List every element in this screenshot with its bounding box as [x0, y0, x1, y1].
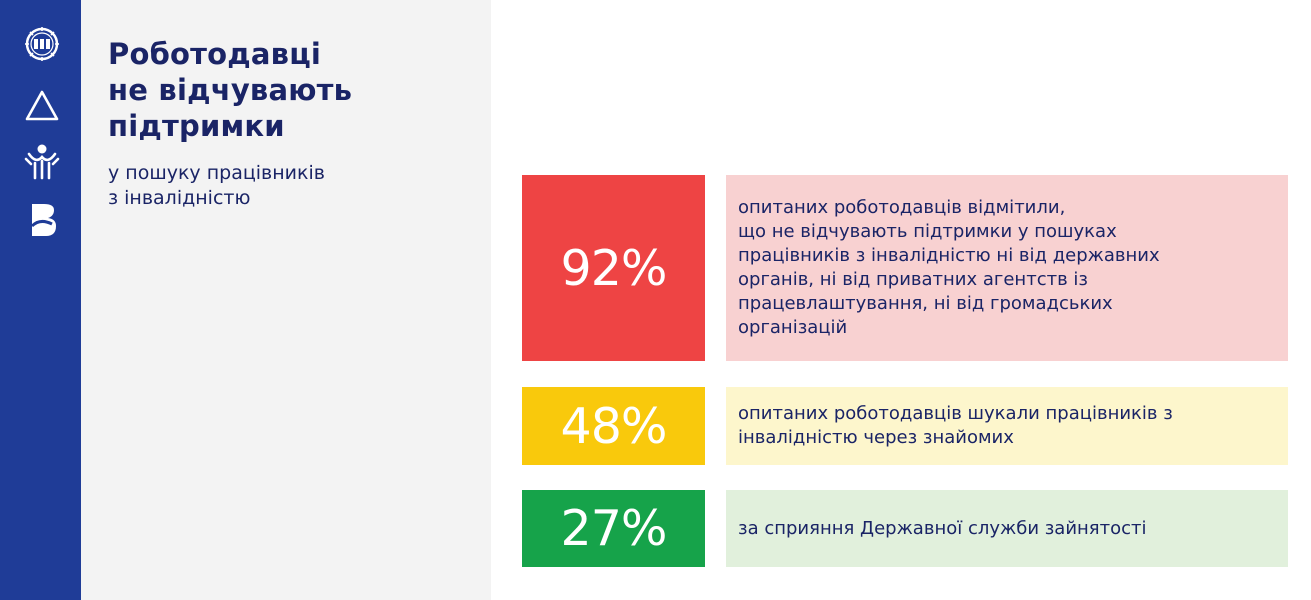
desc-line: що не відчувають підтримки у пошуках	[738, 221, 1117, 242]
ilo-emblem-logo	[20, 24, 64, 64]
desc-line: опитаних роботодавців шукали працівників…	[738, 403, 1173, 424]
stylized-b-logo	[20, 200, 64, 240]
people-figure-logo	[20, 142, 64, 182]
desc-line: органів, ні від приватних агентств із	[738, 269, 1088, 290]
stat-description-27: за сприяння Державної служби зайнятості	[726, 490, 1288, 567]
subtitle-line: з інвалідністю	[108, 187, 251, 209]
title-line: Роботодавці	[108, 37, 322, 71]
page-title: Роботодавці не відчувають підтримки	[108, 36, 352, 144]
stat-value-92: 92%	[522, 175, 705, 361]
desc-line: працевлаштування, ні від громадських	[738, 293, 1113, 314]
title-panel: Роботодавці не відчувають підтримки у по…	[81, 0, 491, 600]
stat-description-text: опитаних роботодавців відмітили, що не в…	[738, 196, 1160, 340]
stat-description-92: опитаних роботодавців відмітили, що не в…	[726, 175, 1288, 361]
stat-description-48: опитаних роботодавців шукали працівників…	[726, 387, 1288, 465]
desc-line: організацій	[738, 317, 848, 338]
desc-line: працівників з інвалідністю ні від держав…	[738, 245, 1160, 266]
stat-value-48: 48%	[522, 387, 705, 465]
desc-line: за сприяння Державної служби зайнятості	[738, 517, 1147, 539]
triangle-logo	[20, 86, 64, 126]
stat-description-text: опитаних роботодавців шукали працівників…	[738, 402, 1173, 450]
desc-line: опитаних роботодавців відмітили,	[738, 197, 1066, 218]
title-line: підтримки	[108, 109, 285, 143]
title-line: не відчувають	[108, 73, 353, 107]
stat-value-27: 27%	[522, 490, 705, 567]
sidebar	[0, 0, 81, 600]
desc-line: інвалідністю через знайомих	[738, 427, 1014, 448]
subtitle-line: у пошуку працівників	[108, 162, 325, 184]
stat-description-text: за сприяння Державної служби зайнятості	[738, 517, 1147, 541]
page-subtitle: у пошуку працівників з інвалідністю	[108, 161, 325, 211]
